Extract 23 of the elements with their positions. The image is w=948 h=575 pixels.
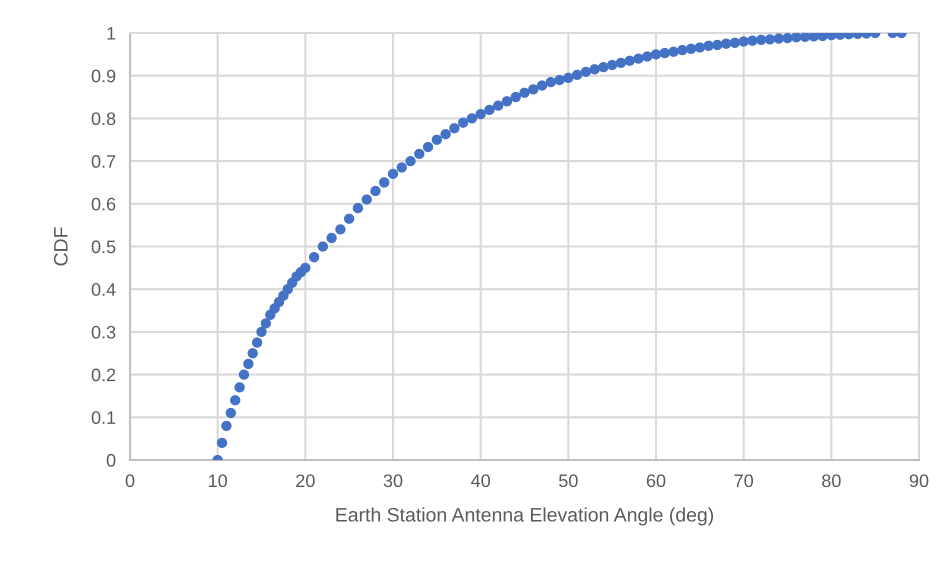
y-tick-label: 1 <box>107 27 116 40</box>
x-tick-label: 0 <box>126 474 134 488</box>
y-tick-label: 0.7 <box>92 155 116 168</box>
x-tick-label: 10 <box>209 474 228 488</box>
y-tick-label: 0.1 <box>92 411 116 424</box>
y-tick-label: 0.9 <box>92 70 116 82</box>
y-axis-title: CDF <box>54 227 68 266</box>
x-tick-label: 80 <box>822 474 841 488</box>
y-tick-label: 0.5 <box>92 240 116 254</box>
y-tick-label: 0.8 <box>92 112 116 126</box>
x-tick-label: 90 <box>910 474 928 488</box>
x-axis-title: Earth Station Antenna Elevation Angle (deg) <box>336 507 714 526</box>
y-tick-label: 0.6 <box>92 198 116 211</box>
y-tick-label: 0.4 <box>92 283 116 296</box>
y-tick-label: 0.3 <box>92 326 116 339</box>
y-tick-label: 0 <box>106 454 116 467</box>
x-tick-label: 60 <box>646 474 666 488</box>
y-tick-label: 0.2 <box>92 368 116 382</box>
x-tick-label: 70 <box>734 474 754 488</box>
x-tick-label: 40 <box>471 474 490 488</box>
x-tick-label: 50 <box>559 474 578 488</box>
x-tick-label: 30 <box>384 474 402 488</box>
x-tick-label: 20 <box>296 474 315 488</box>
